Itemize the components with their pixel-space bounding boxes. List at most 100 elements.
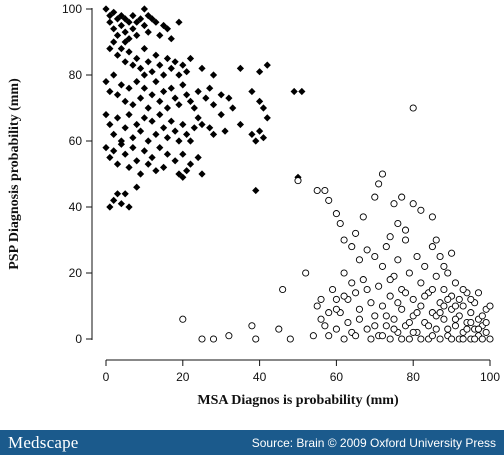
diamond-point (133, 120, 141, 129)
circle-point (340, 335, 348, 343)
diamond-point (102, 78, 110, 86)
diamond-point (206, 84, 214, 92)
diamond-point (133, 78, 141, 86)
diamond-point (113, 31, 122, 39)
diamond-point (194, 114, 202, 122)
source-credit: Source: Brain © 2009 Oxford University P… (251, 435, 496, 450)
circle-point (451, 315, 459, 323)
diamond-point (186, 160, 195, 168)
diamond-point (129, 101, 137, 109)
diamond-point (290, 87, 298, 96)
circle-point (417, 335, 425, 343)
circle-point (482, 328, 490, 336)
circle-point (451, 279, 459, 287)
diamond-point (179, 81, 187, 89)
diamond-point (259, 134, 268, 142)
diamond-point (179, 150, 187, 158)
diamond-point (160, 71, 168, 79)
diamond-point (133, 18, 141, 26)
diamond-point (256, 97, 264, 105)
diamond-point (136, 64, 145, 72)
diamond-point (113, 190, 122, 198)
diamond-point (229, 104, 237, 112)
circle-point (471, 335, 479, 343)
circle-point (313, 302, 321, 310)
x-tick-label: 20 (176, 370, 190, 384)
diamond-point (152, 18, 160, 26)
diamond-point (140, 5, 148, 13)
diamond-point (263, 114, 271, 122)
diamond-point (136, 170, 145, 178)
diamond-point (102, 144, 110, 152)
circle-point (386, 233, 394, 241)
diamond-point (148, 153, 156, 162)
circle-point (405, 318, 413, 327)
diamond-point (179, 61, 187, 69)
circle-point (432, 325, 440, 333)
circle-point (463, 325, 471, 333)
data-points (102, 5, 494, 343)
circle-point (417, 279, 425, 287)
circle-point (459, 335, 467, 343)
circle-point (444, 325, 452, 333)
circle-point (440, 262, 448, 270)
diamond-point (163, 25, 172, 33)
circle-point (359, 213, 367, 221)
diamond-point (113, 114, 122, 122)
diamond-point (156, 31, 164, 39)
diamond-point (102, 111, 110, 119)
diamond-point (121, 58, 129, 66)
diamond-point (136, 15, 145, 23)
y-tick-label: 0 (75, 332, 82, 346)
diamond-point (163, 54, 172, 63)
circle-point (313, 186, 321, 195)
diamond-point (167, 84, 175, 92)
circle-point (352, 229, 360, 237)
diamond-point (194, 87, 202, 96)
diamond-point (125, 84, 133, 92)
circle-point (459, 302, 467, 310)
diamond-point (175, 137, 183, 145)
circle-point (409, 328, 417, 336)
circle-point (398, 305, 406, 313)
diamond-point (136, 94, 145, 102)
circle-point (448, 335, 456, 343)
diamond-point (144, 28, 152, 36)
diamond-point (125, 163, 133, 171)
circle-point (398, 335, 406, 343)
diamond-point (136, 127, 145, 135)
diamond-point (256, 68, 264, 76)
x-ticks: 0 20 40 60 80 100 (103, 360, 500, 384)
diamond-point (125, 111, 133, 119)
circle-point (432, 236, 440, 244)
diamond-point (113, 160, 122, 168)
diamond-point (156, 61, 164, 69)
diamond-point (113, 91, 122, 99)
diamond-point (121, 15, 129, 23)
diamond-point (144, 58, 152, 66)
circle-point (398, 193, 406, 201)
diamond-point (202, 94, 210, 102)
circle-point (325, 196, 333, 204)
circle-point (363, 285, 371, 294)
diamond-point (117, 45, 125, 53)
diamond-point (117, 200, 125, 208)
diamond-point (248, 130, 256, 138)
circle-point (344, 318, 352, 327)
circle-point (455, 295, 463, 303)
diamond-point (179, 173, 187, 181)
circle-point (378, 262, 387, 270)
diamond-point (117, 21, 125, 30)
diamond-point (125, 35, 133, 43)
circle-point (317, 315, 325, 323)
diamond-point (148, 91, 156, 99)
circle-point (382, 322, 390, 330)
diamond-point (167, 117, 175, 125)
circle-point (332, 210, 340, 218)
circle-point (248, 322, 256, 330)
diamond-point (140, 71, 148, 79)
circle-point (386, 335, 394, 343)
diamond-point (140, 45, 148, 53)
circle-point (436, 252, 444, 261)
circle-point (382, 312, 390, 320)
